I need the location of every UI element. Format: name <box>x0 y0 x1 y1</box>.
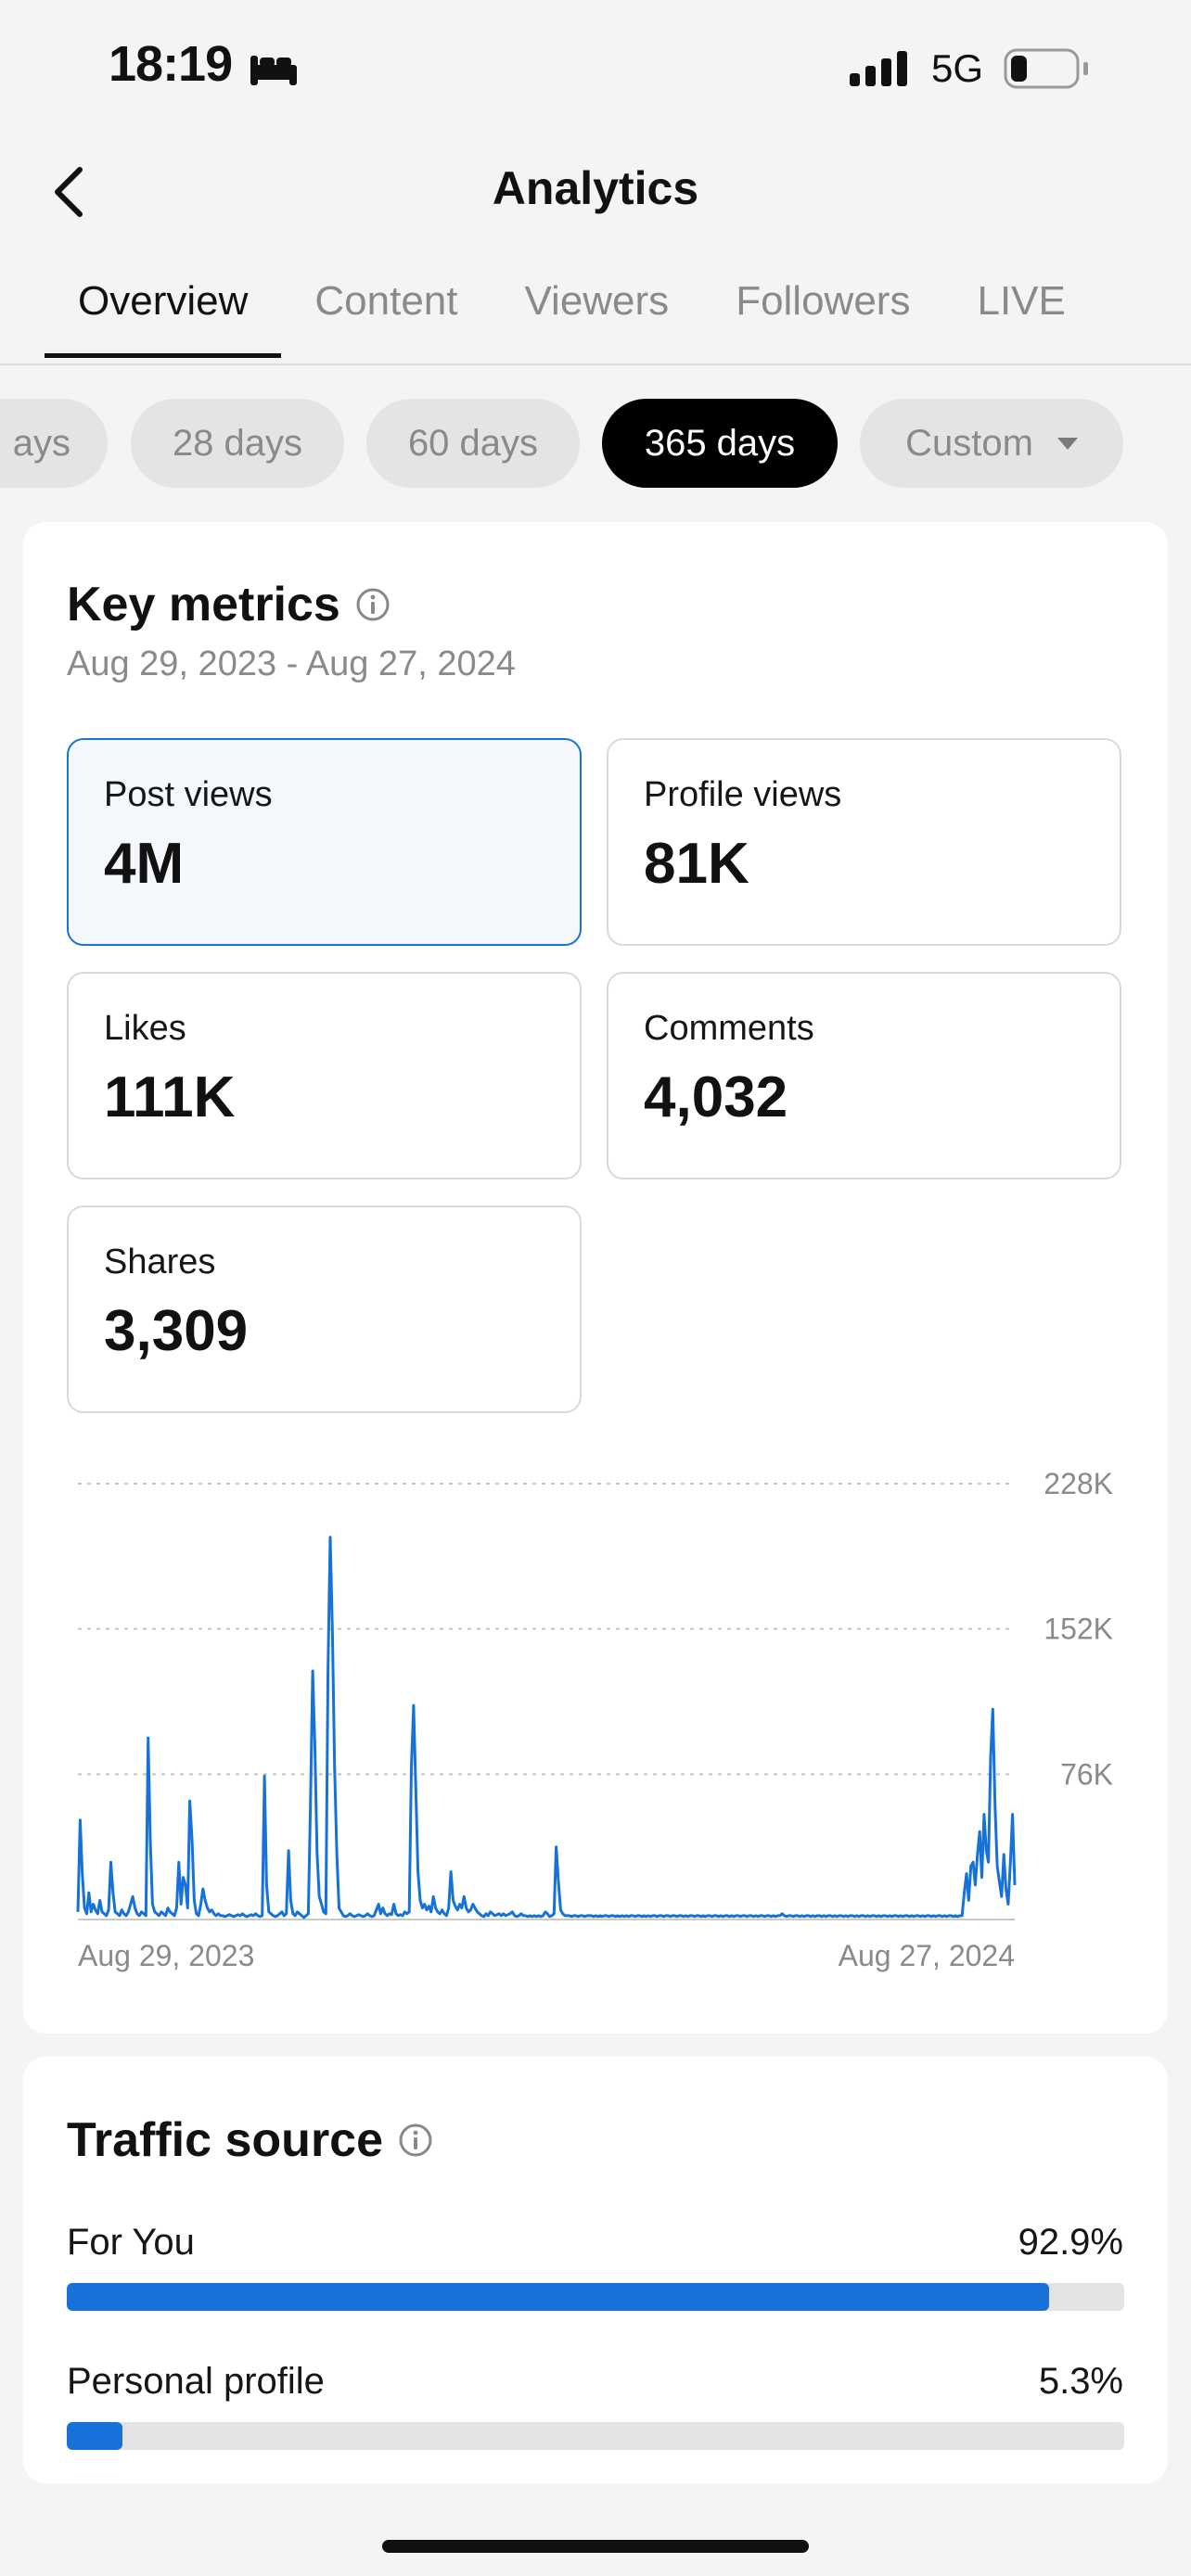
chip-7-days-label: ays <box>12 422 70 464</box>
traffic-bar-fill <box>67 2422 123 2450</box>
traffic-bar-for-you <box>67 2283 1124 2311</box>
chart-x-start-label: Aug 29, 2023 <box>78 1939 254 1972</box>
chip-365-days-label: 365 days <box>644 422 796 464</box>
metric-likes[interactable]: Likes 111K <box>67 972 582 1180</box>
chart-x-end-label: Aug 27, 2024 <box>839 1939 1015 1972</box>
page-title: Analytics <box>492 162 699 214</box>
metric-value: 81K <box>644 832 749 896</box>
metric-value: 111K <box>104 1065 236 1129</box>
metric-shares[interactable]: Shares 3,309 <box>67 1205 582 1413</box>
info-icon[interactable] <box>398 2123 433 2158</box>
metric-value: 3,309 <box>104 1299 249 1363</box>
chip-60-days-label: 60 days <box>407 422 539 464</box>
home-indicator[interactable] <box>382 2540 809 2553</box>
tab-viewers[interactable]: Viewers <box>524 278 670 324</box>
metric-label: Post views <box>104 775 273 814</box>
chip-28-days[interactable]: 28 days <box>131 399 344 488</box>
chart-y-ticks: 228K 152K 76K <box>1044 1467 1113 1791</box>
metric-label: Shares <box>104 1243 216 1282</box>
tab-content[interactable]: Content <box>314 278 458 324</box>
chip-custom-label: Custom <box>905 422 1033 464</box>
tab-divider <box>0 363 1191 365</box>
traffic-row-value: 92.9% <box>1018 2222 1123 2263</box>
post-views-chart[interactable]: 228K 152K 76K Aug 29, 2023 Aug 27, 2024 <box>67 1447 1124 1984</box>
tab-live[interactable]: LIVE <box>977 278 1066 324</box>
metric-value: 4M <box>104 832 185 896</box>
metric-label: Profile views <box>644 775 842 814</box>
chart-y-tick-label: 152K <box>1044 1613 1113 1646</box>
chart-y-tick-label: 228K <box>1044 1467 1113 1500</box>
traffic-source-title: Traffic source <box>67 2113 384 2167</box>
metric-value: 4,032 <box>644 1065 788 1129</box>
key-metrics-title: Key metrics <box>67 578 340 631</box>
traffic-source-heading: Traffic source <box>67 2112 433 2168</box>
tab-followers[interactable]: Followers <box>736 278 911 324</box>
status-time: 18:19 <box>109 36 233 92</box>
chip-custom[interactable]: Custom <box>860 399 1123 488</box>
date-range-label: Aug 29, 2023 - Aug 27, 2024 <box>67 644 516 683</box>
traffic-bar-personal-profile <box>67 2422 1124 2450</box>
sleep-focus-icon <box>249 54 299 92</box>
chart-y-tick-label: 76K <box>1060 1757 1113 1791</box>
chart-series-line <box>76 1536 1017 1919</box>
tab-overview[interactable]: Overview <box>45 278 282 358</box>
traffic-row-value: 5.3% <box>1038 2361 1123 2402</box>
metric-profile-views[interactable]: Profile views 81K <box>607 738 1121 946</box>
metric-label: Comments <box>644 1009 814 1048</box>
battery-icon <box>1004 48 1088 89</box>
metric-comments[interactable]: Comments 4,032 <box>607 972 1121 1180</box>
signal-icon <box>849 51 907 86</box>
traffic-bar-fill <box>67 2283 1050 2311</box>
traffic-row-label: For You <box>67 2222 195 2263</box>
traffic-row-label: Personal profile <box>67 2361 325 2402</box>
chip-28-days-label: 28 days <box>172 422 303 464</box>
key-metrics-heading: Key metrics <box>67 577 391 632</box>
chevron-left-icon <box>55 167 83 217</box>
chip-365-days[interactable]: 365 days <box>602 399 838 488</box>
metric-post-views[interactable]: Post views 4M <box>67 738 582 946</box>
back-button[interactable] <box>41 159 96 224</box>
date-range-chips: ays 28 days 60 days 365 days Custom <box>0 399 1191 488</box>
metric-label: Likes <box>104 1009 186 1048</box>
network-label: 5G <box>930 46 983 90</box>
chip-7-days[interactable]: ays <box>0 399 108 488</box>
info-icon[interactable] <box>355 587 391 622</box>
chart-grid <box>78 1483 1015 1776</box>
traffic-source-card <box>23 2057 1168 2483</box>
caret-down-icon <box>1057 437 1078 450</box>
chip-60-days[interactable]: 60 days <box>366 399 580 488</box>
status-indicators: 5G <box>849 46 1089 91</box>
tab-bar: Overview Content Viewers Followers LIVE <box>45 278 1099 358</box>
